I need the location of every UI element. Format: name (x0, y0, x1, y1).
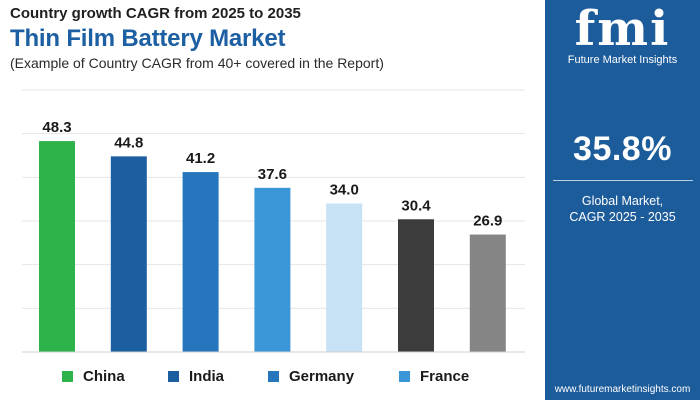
chart-title: Thin Film Battery Market (10, 25, 286, 52)
bar-value-label-2: 44.8 (114, 134, 143, 151)
bar-6 (398, 219, 434, 352)
logo-mark: fmi (574, 1, 671, 57)
website-url: www.futuremarketinsights.com (554, 384, 691, 395)
bar-4 (254, 187, 291, 352)
legend-item-china: China (62, 368, 125, 385)
caption-line-2: CAGR 2025 - 2035 (569, 210, 676, 224)
bar-3 (182, 172, 219, 352)
bar-7 (469, 234, 506, 352)
legend-item-india: India (168, 368, 224, 385)
legend-item-france: France (399, 368, 469, 385)
legend-swatch-germany (268, 371, 279, 382)
legend-swatch-france (399, 371, 410, 382)
global-cagr-value: 35.8% (573, 130, 672, 168)
legend-label-france: France (420, 368, 470, 385)
title-block: Country growth CAGR from 2025 to 2035 Th… (10, 4, 530, 72)
bar-2 (110, 156, 147, 352)
bar-value-label-3: 41.2 (186, 150, 215, 167)
bar-value-label-7: 26.9 (473, 213, 502, 230)
bar-chart: 48.3 44.8 41.2 37.6 34.0 30.4 26.9 (22, 89, 525, 353)
bar-value-label-5: 34.0 (330, 182, 359, 199)
bar-value-label-6: 30.4 (401, 197, 431, 214)
fmi-logo: fmi Future Market Insights (545, 2, 700, 66)
legend-swatch-china (62, 371, 73, 382)
legend-swatch-india (168, 371, 179, 382)
legend-label-germany: Germany (289, 368, 355, 385)
legend-item-germany: Germany (268, 368, 354, 385)
side-panel: fmi Future Market Insights 35.8% Global … (545, 0, 700, 400)
chart-note: (Example of Country CAGR from 40+ covere… (10, 55, 384, 71)
divider (553, 180, 693, 181)
bar-1 (39, 141, 75, 352)
logo-text: Future Market Insights (567, 54, 678, 66)
legend-label-china: China (83, 368, 125, 385)
bar-value-label-1: 48.3 (42, 119, 71, 136)
legend-label-india: India (189, 368, 225, 385)
caption-line-1: Global Market, (581, 194, 664, 208)
bar-value-label-4: 37.6 (258, 166, 287, 183)
chart-subtitle: Country growth CAGR from 2025 to 2035 (10, 5, 301, 22)
bar-5 (326, 203, 363, 352)
chart-legend: China India Germany France (62, 368, 532, 392)
global-cagr-caption: Global Market, CAGR 2025 - 2035 (545, 193, 700, 225)
